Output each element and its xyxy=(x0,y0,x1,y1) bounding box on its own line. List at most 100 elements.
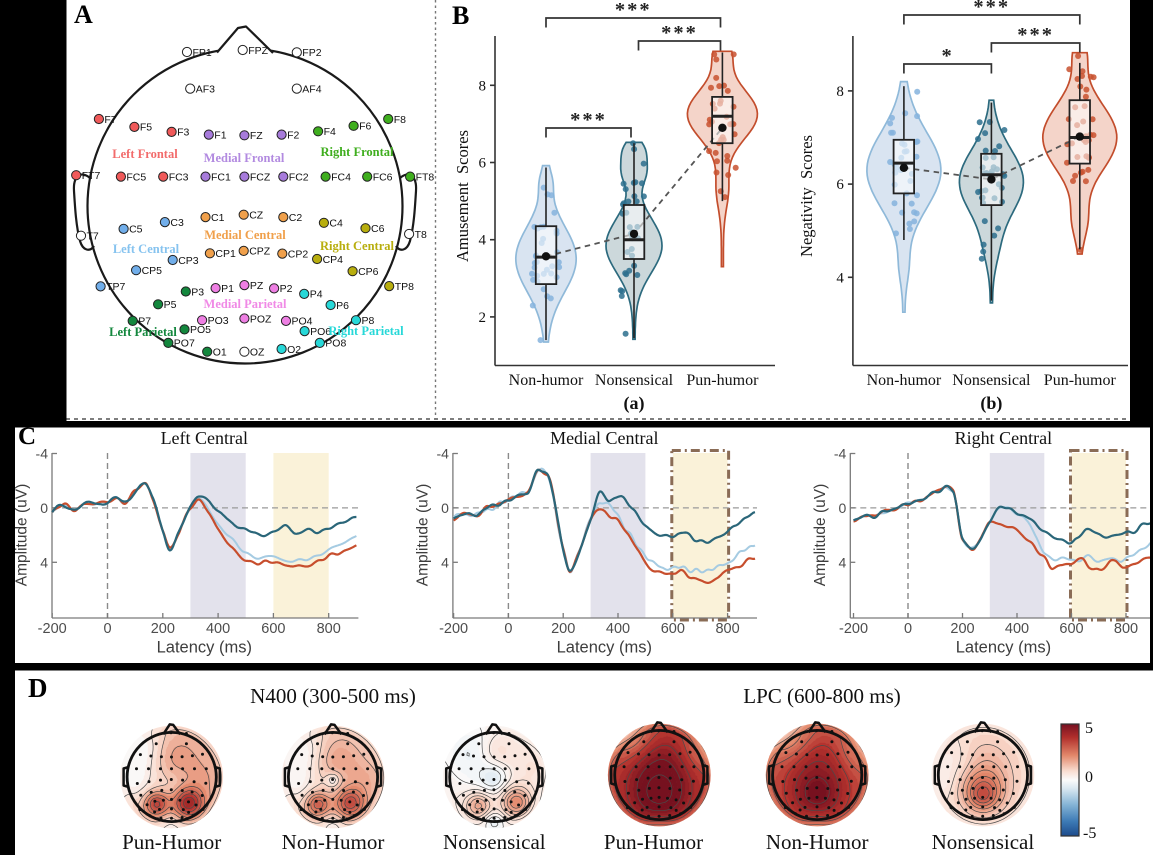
svg-text:FPZ: FPZ xyxy=(248,45,268,57)
svg-text:FT7: FT7 xyxy=(82,170,101,182)
svg-text:400: 400 xyxy=(206,621,230,637)
svg-text:CP6: CP6 xyxy=(358,266,379,278)
svg-text:*: * xyxy=(941,45,953,67)
svg-text:Negativity Scores: Negativity Scores xyxy=(797,135,816,257)
svg-text:Left Parietal: Left Parietal xyxy=(109,325,177,339)
svg-text:Medial Frontal: Medial Frontal xyxy=(204,151,285,165)
svg-text:CP4: CP4 xyxy=(323,254,344,266)
svg-text:-200: -200 xyxy=(839,621,868,637)
svg-text:F4: F4 xyxy=(324,126,336,138)
svg-text:T8: T8 xyxy=(415,229,427,241)
svg-text:***: *** xyxy=(661,22,698,44)
svg-text:PO4: PO4 xyxy=(292,316,313,328)
svg-text:AF4: AF4 xyxy=(302,83,321,95)
svg-text:F6: F6 xyxy=(359,121,371,133)
svg-text:P1: P1 xyxy=(221,283,234,295)
svg-text:Pun-humor: Pun-humor xyxy=(686,372,759,389)
svg-text:AF3: AF3 xyxy=(196,83,215,95)
svg-text:-4: -4 xyxy=(834,446,847,462)
svg-text:Amplitude (uV): Amplitude (uV) xyxy=(812,484,829,587)
svg-text:800: 800 xyxy=(317,621,341,637)
svg-text:PO3: PO3 xyxy=(208,315,229,327)
svg-text:D: D xyxy=(28,673,48,703)
svg-text:Non-Humor: Non-Humor xyxy=(282,830,385,854)
svg-text:F8: F8 xyxy=(394,114,406,126)
svg-text:-5: -5 xyxy=(1083,825,1096,842)
svg-text:Medial Parietal: Medial Parietal xyxy=(204,297,287,311)
svg-text:4: 4 xyxy=(441,554,449,570)
svg-text:F1: F1 xyxy=(214,129,226,141)
svg-text:F2: F2 xyxy=(287,129,299,141)
svg-text:0: 0 xyxy=(1085,769,1093,786)
svg-text:PO7: PO7 xyxy=(174,338,195,350)
svg-text:F5: F5 xyxy=(140,122,152,134)
svg-text:C2: C2 xyxy=(289,212,303,224)
svg-text:6: 6 xyxy=(836,177,844,193)
svg-text:Nonsensical: Nonsensical xyxy=(595,372,674,389)
svg-text:800: 800 xyxy=(715,621,739,637)
svg-text:Latency (ms): Latency (ms) xyxy=(956,639,1051,657)
svg-text:-200: -200 xyxy=(439,621,468,637)
svg-text:6: 6 xyxy=(479,156,487,172)
svg-text:P5: P5 xyxy=(164,299,177,311)
svg-text:F3: F3 xyxy=(177,127,189,139)
svg-text:8: 8 xyxy=(479,78,487,94)
svg-text:P3: P3 xyxy=(191,286,204,298)
svg-text:OZ: OZ xyxy=(250,347,265,359)
svg-text:Amplitude (uV): Amplitude (uV) xyxy=(14,484,31,587)
svg-text:***: *** xyxy=(570,109,607,131)
svg-text:Latency (ms): Latency (ms) xyxy=(157,639,252,657)
svg-text:T7: T7 xyxy=(87,231,99,243)
svg-text:CP1: CP1 xyxy=(215,248,236,260)
svg-text:CP3: CP3 xyxy=(178,255,199,267)
svg-text:4: 4 xyxy=(40,554,48,570)
svg-text:***: *** xyxy=(615,0,652,21)
svg-text:Left Central: Left Central xyxy=(161,428,248,448)
svg-text:200: 200 xyxy=(950,621,974,637)
svg-text:FZ: FZ xyxy=(250,130,263,142)
svg-text:Non-humor: Non-humor xyxy=(867,372,942,389)
svg-text:5: 5 xyxy=(1085,720,1093,737)
svg-text:FC1: FC1 xyxy=(211,171,231,183)
svg-text:N400 (300-500 ms): N400 (300-500 ms) xyxy=(250,684,416,708)
svg-text:4: 4 xyxy=(836,270,844,286)
svg-text:0: 0 xyxy=(904,621,912,637)
svg-text:CP5: CP5 xyxy=(142,265,163,277)
svg-text:600: 600 xyxy=(661,621,685,637)
svg-text:CZ: CZ xyxy=(249,210,264,222)
svg-text:PO6: PO6 xyxy=(310,326,331,338)
svg-text:P2: P2 xyxy=(280,283,293,295)
svg-text:800: 800 xyxy=(1114,621,1138,637)
svg-text:Amplitude (uV): Amplitude (uV) xyxy=(414,484,431,587)
svg-text:FC6: FC6 xyxy=(373,171,393,183)
svg-text:400: 400 xyxy=(1005,621,1029,637)
svg-text:P4: P4 xyxy=(310,289,323,301)
svg-text:Amusement Scores: Amusement Scores xyxy=(453,130,472,262)
svg-text:Medial Central: Medial Central xyxy=(204,228,286,242)
svg-text:200: 200 xyxy=(151,621,175,637)
svg-text:C5: C5 xyxy=(129,224,143,236)
svg-text:2: 2 xyxy=(479,310,487,326)
svg-text:-200: -200 xyxy=(38,621,67,637)
svg-text:Right Parietal: Right Parietal xyxy=(328,324,404,338)
svg-text:Nonsensical: Nonsensical xyxy=(443,830,546,854)
svg-text:0: 0 xyxy=(441,500,449,516)
svg-text:Pun-humor: Pun-humor xyxy=(1044,372,1117,389)
svg-text:FC5: FC5 xyxy=(126,171,146,183)
svg-text:POZ: POZ xyxy=(250,313,272,325)
svg-text:400: 400 xyxy=(606,621,630,637)
svg-text:(a): (a) xyxy=(624,393,645,414)
svg-text:600: 600 xyxy=(261,621,285,637)
svg-text:FCZ: FCZ xyxy=(250,171,271,183)
svg-text:0: 0 xyxy=(40,500,48,516)
svg-text:C6: C6 xyxy=(371,223,385,235)
svg-text:***: *** xyxy=(973,0,1010,18)
svg-text:***: *** xyxy=(1017,24,1054,46)
svg-text:CP2: CP2 xyxy=(288,248,309,260)
svg-text:Nonsensical: Nonsensical xyxy=(952,372,1031,389)
svg-text:TP7: TP7 xyxy=(106,281,125,293)
svg-text:Pun-Humor: Pun-Humor xyxy=(604,830,703,854)
svg-text:600: 600 xyxy=(1059,621,1083,637)
svg-text:Non-Humor: Non-Humor xyxy=(766,830,869,854)
svg-text:Non-humor: Non-humor xyxy=(509,372,584,389)
